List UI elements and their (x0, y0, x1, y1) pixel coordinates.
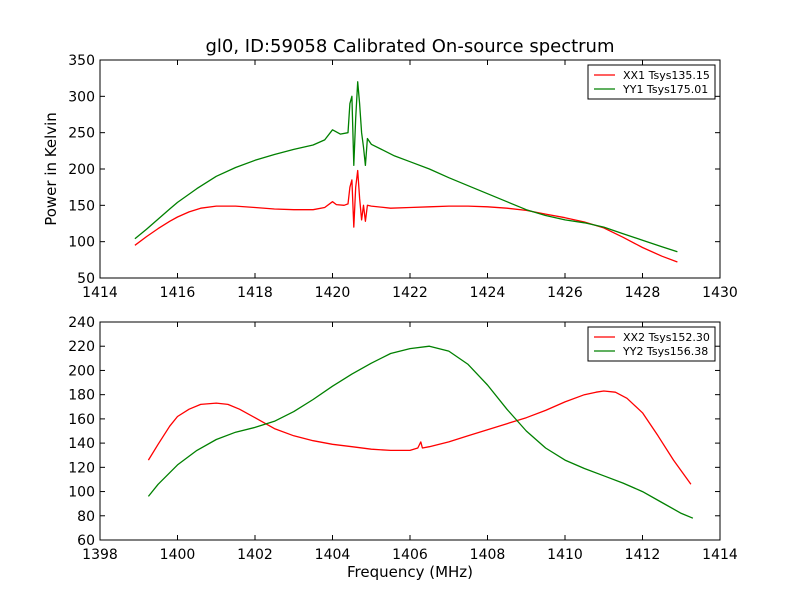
y-tick-label: 300 (68, 89, 95, 105)
x-tick-label: 1402 (237, 547, 273, 563)
legend-label: YY2 Tsys156.38 (622, 345, 708, 358)
x-tick-label: 1430 (702, 285, 738, 301)
series-line-yy1 (134, 81, 678, 253)
legend-box (587, 326, 716, 362)
x-tick-label: 1410 (547, 547, 583, 563)
x-tick-label: 1408 (470, 547, 506, 563)
x-tick-label: 1418 (237, 285, 273, 301)
x-axis-label: Frequency (MHz) (347, 563, 473, 581)
series-line-xx2 (147, 390, 692, 485)
y-tick-label: 240 (68, 315, 95, 331)
y-tick-label: 150 (68, 198, 95, 214)
y-tick-label: 100 (68, 485, 95, 501)
y-tick-label: 200 (68, 162, 95, 178)
x-tick-label: 1400 (160, 547, 196, 563)
x-tick-label: 1406 (392, 547, 428, 563)
y-tick-label: 350 (68, 53, 95, 69)
y-tick-label: 140 (68, 436, 95, 452)
x-tick-label: 1426 (547, 285, 583, 301)
legend-label: YY1 Tsys175.01 (622, 83, 708, 96)
legend-label: XX2 Tsys152.30 (623, 331, 710, 344)
x-tick-label: 1414 (82, 285, 118, 301)
x-tick-label: 1398 (82, 547, 118, 563)
y-tick-label: 250 (68, 126, 95, 142)
y-axis-label: Power in Kelvin (42, 112, 60, 226)
legend-box (587, 64, 716, 100)
x-tick-label: 1428 (625, 285, 661, 301)
y-tick-label: 220 (68, 339, 95, 355)
top-panel: 1414 1416 1418 1420 1422 1424 1426 1428 1430 50 10… (42, 53, 738, 301)
x-tick-label: 1412 (625, 547, 661, 563)
y-tick-label: 100 (68, 235, 95, 251)
x-tick-label: 1422 (392, 285, 428, 301)
y-tick-label: 160 (68, 412, 95, 428)
series-line-yy2 (147, 345, 694, 519)
y-tick-label: 80 (77, 509, 95, 525)
x-tick-label: 1414 (702, 547, 738, 563)
y-tick-label: 50 (77, 271, 95, 287)
x-tick-label: 1416 (160, 285, 196, 301)
bottom-panel: 1398 1400 1402 1404 1406 1408 1410 1412 1414 60 80… (68, 315, 738, 581)
figure-title: gl0, ID:59058 Calibrated On-source spect… (205, 36, 614, 57)
y-tick-label: 200 (68, 363, 95, 379)
series-line-xx1 (134, 169, 678, 263)
y-tick-label: 60 (77, 533, 95, 549)
y-tick-label: 120 (68, 460, 95, 476)
y-tick-label: 180 (68, 388, 95, 404)
x-tick-label: 1424 (470, 285, 506, 301)
legend-label: XX1 Tsys135.15 (623, 69, 710, 82)
x-tick-label: 1420 (315, 285, 351, 301)
x-tick-label: 1404 (315, 547, 351, 563)
